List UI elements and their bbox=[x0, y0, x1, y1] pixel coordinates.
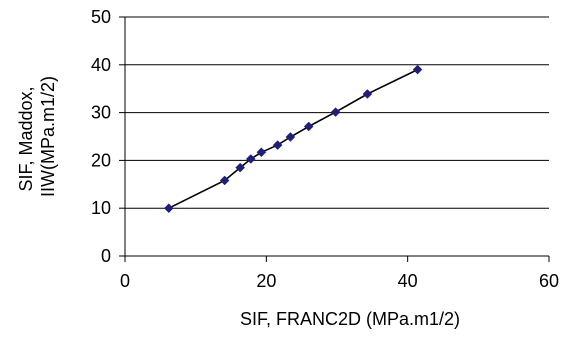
data-point-5 bbox=[256, 147, 267, 158]
tick-labels: 0 10 20 30 40 50 0 20 40 60 bbox=[91, 7, 559, 291]
y-tick-label-10: 10 bbox=[91, 198, 111, 218]
x-tick-label-0: 0 bbox=[120, 271, 130, 291]
y-tick-label-0: 0 bbox=[101, 246, 111, 266]
data-point-4 bbox=[245, 154, 256, 164]
data-point-6 bbox=[272, 140, 283, 150]
y-tick-label-50: 50 bbox=[91, 7, 111, 27]
data-points bbox=[163, 64, 423, 214]
x-tick-label-40: 40 bbox=[398, 271, 418, 291]
y-axis-title-line-2: IIW(MPa.m1/2) bbox=[38, 76, 58, 197]
data-point-8 bbox=[303, 121, 314, 132]
data-point-10 bbox=[362, 89, 373, 99]
y-tick-label-30: 30 bbox=[91, 103, 111, 123]
y-tick-label-40: 40 bbox=[91, 55, 111, 75]
data-point-7 bbox=[285, 132, 296, 142]
data-point-1 bbox=[163, 203, 174, 214]
data-point-11 bbox=[412, 64, 423, 75]
x-tick-label-20: 20 bbox=[256, 271, 276, 291]
x-axis-title: SIF, FRANC2D (MPa.m1/2) bbox=[240, 309, 460, 329]
data-point-9 bbox=[330, 107, 341, 117]
y-axis-title-line-1: SIF, Maddox, bbox=[16, 86, 36, 191]
y-tick-label-20: 20 bbox=[91, 150, 111, 170]
data-point-3 bbox=[235, 162, 246, 173]
x-tick-label-60: 60 bbox=[539, 271, 559, 291]
data-point-2 bbox=[219, 175, 230, 186]
y-axis-title: SIF, Maddox, IIW(MPa.m1/2) bbox=[16, 76, 58, 197]
axes bbox=[119, 16, 550, 262]
